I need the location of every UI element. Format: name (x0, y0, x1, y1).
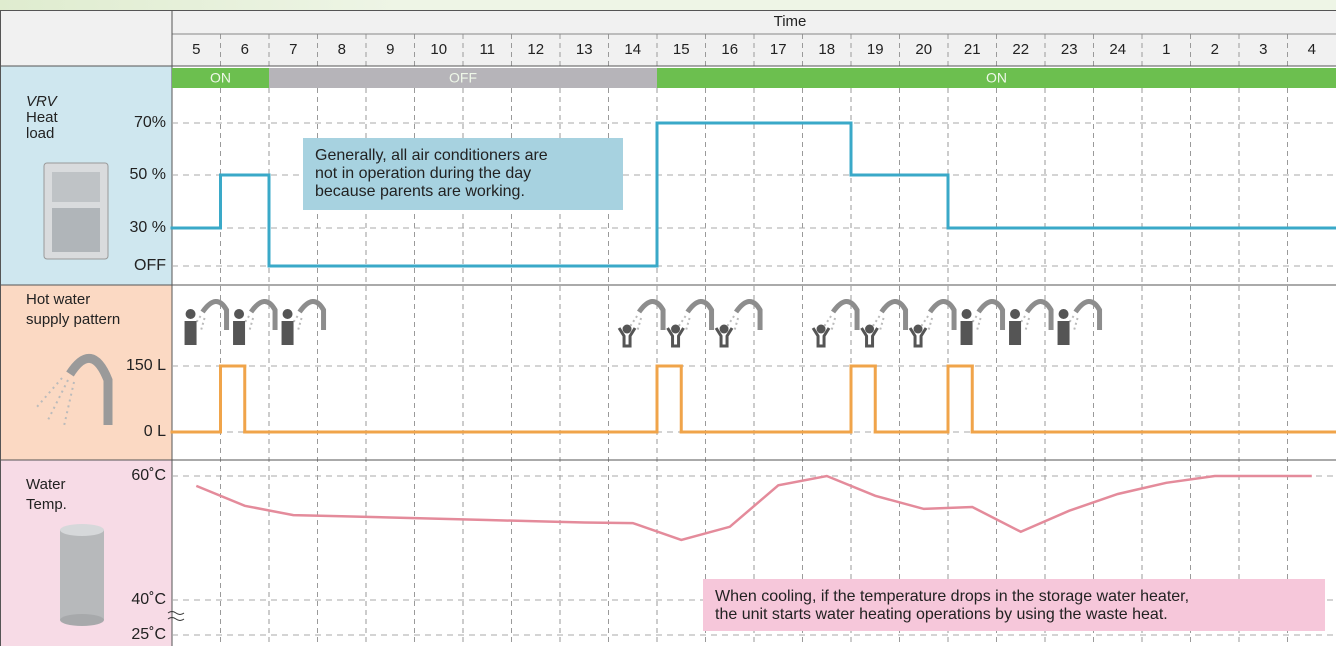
hour-label: 14 (624, 41, 641, 58)
hour-label: 6 (241, 41, 249, 58)
person-body (961, 321, 973, 345)
hour-label: 2 (1211, 41, 1219, 58)
annotation-text: the unit starts water heating operations… (715, 606, 1168, 623)
hour-label: 18 (818, 41, 835, 58)
panel-title: Heat (26, 109, 59, 126)
person-body (233, 321, 245, 345)
tank-icon (60, 524, 104, 626)
hour-label: 1 (1162, 41, 1170, 58)
hour-label: 11 (479, 41, 495, 58)
hour-label: 17 (770, 41, 787, 58)
person-head (962, 309, 972, 319)
person-head (1010, 309, 1020, 319)
person-head (186, 309, 196, 319)
person-body (1009, 321, 1021, 345)
hour-label: 10 (430, 41, 447, 58)
person-head (914, 325, 923, 334)
status-label: ON (210, 70, 231, 86)
hour-label: 12 (527, 41, 544, 58)
hour-label: 16 (721, 41, 738, 58)
panel-title: Water (26, 476, 65, 493)
vrv-unit-icon (44, 163, 108, 259)
hour-label: 24 (1109, 41, 1126, 58)
y-tick-label: 25˚C (131, 626, 166, 643)
hour-label: 5 (192, 41, 200, 58)
y-tick-label: 150 L (126, 357, 166, 374)
person-head (865, 325, 874, 334)
y-tick-label: 30 % (130, 219, 166, 236)
chart: Time 56789101112131415161718192021222324… (0, 0, 1336, 646)
annotation-text: Generally, all air conditioners are (315, 147, 548, 164)
panel-title: VRV (26, 93, 59, 110)
y-tick-label: 50 % (130, 166, 166, 183)
y-tick-label: 40˚C (131, 591, 166, 608)
y-tick-label: 70% (134, 114, 166, 131)
hour-label: 8 (338, 41, 346, 58)
hour-label: 9 (386, 41, 394, 58)
hour-label: 21 (964, 41, 981, 58)
annotation-text: When cooling, if the temperature drops i… (715, 588, 1189, 605)
person-head (283, 309, 293, 319)
hour-label: 7 (289, 41, 297, 58)
time-title: Time (774, 13, 807, 30)
person-body (1058, 321, 1070, 345)
status-label: ON (986, 70, 1007, 86)
hour-label: 19 (867, 41, 884, 58)
person-body (282, 321, 294, 345)
status-label: OFF (449, 70, 477, 86)
y-tick-label: 0 L (144, 423, 166, 440)
panel-title: Hot water (26, 291, 90, 308)
hour-label: 20 (915, 41, 932, 58)
person-head (623, 325, 632, 334)
annotation-text: not in operation during the day (315, 165, 531, 182)
annotation-text: because parents are working. (315, 183, 525, 200)
person-body (185, 321, 197, 345)
hour-label: 3 (1259, 41, 1267, 58)
hour-label: 23 (1061, 41, 1078, 58)
panel-title: load (26, 125, 54, 142)
panel-title: Temp. (26, 496, 67, 513)
hour-label: 22 (1012, 41, 1029, 58)
person-head (234, 309, 244, 319)
person-head (1059, 309, 1069, 319)
person-head (817, 325, 826, 334)
hour-label: 15 (673, 41, 690, 58)
hour-label: 4 (1308, 41, 1316, 58)
y-tick-label: OFF (134, 257, 166, 274)
hour-label: 13 (576, 41, 593, 58)
person-head (720, 325, 729, 334)
y-tick-label: 60˚C (131, 467, 166, 484)
person-head (671, 325, 680, 334)
panel-title: supply pattern (26, 311, 120, 328)
